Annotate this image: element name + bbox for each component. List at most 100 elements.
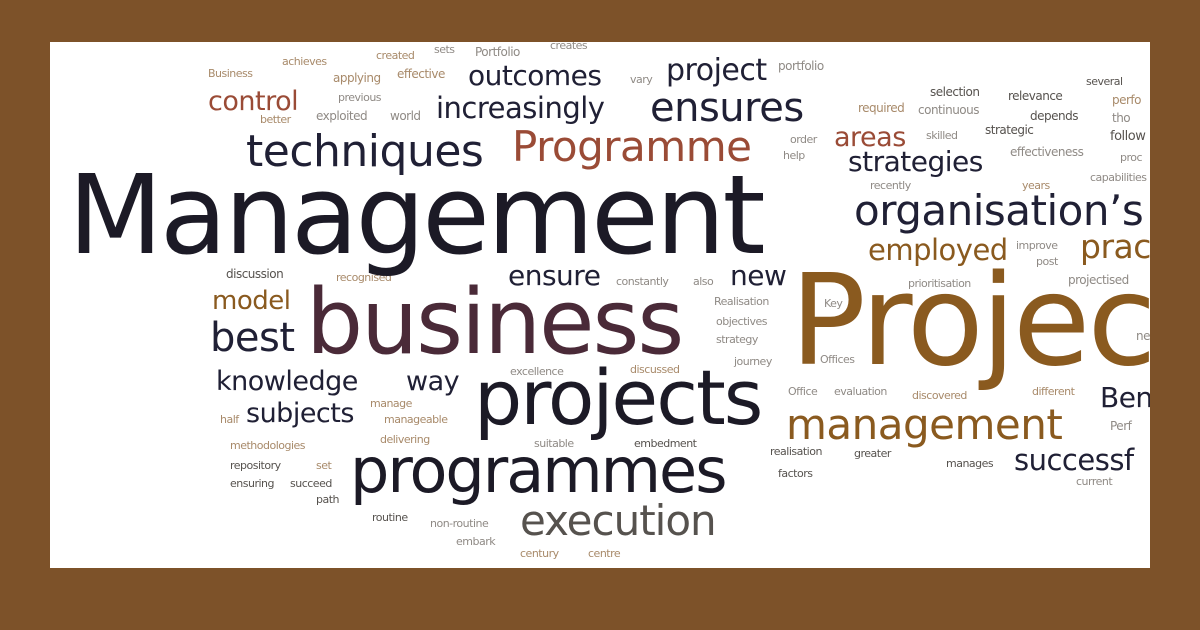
word-previous: previous [338, 91, 382, 104]
word-years: years [1022, 179, 1050, 192]
word-new: new [730, 259, 787, 292]
word-required: required [858, 101, 905, 115]
word-key: Key [824, 297, 843, 310]
word-centre: centre [588, 547, 621, 560]
word-projec: Projec [790, 247, 1150, 394]
word-manage: manage [370, 397, 412, 410]
word-succeed: succeed [290, 477, 332, 490]
word-model: model [212, 286, 291, 316]
word-perf: Perf [1110, 419, 1132, 433]
word-objectives: objectives [716, 315, 767, 328]
word-non-routine: non-routine [430, 517, 489, 530]
word-suitable: suitable [534, 437, 574, 450]
word-control: control [208, 86, 299, 117]
word-discovered: discovered [912, 389, 967, 402]
word-creates: creates [550, 42, 588, 52]
word-different: different [1032, 385, 1075, 398]
word-applying: applying [333, 71, 381, 85]
word-exploited: exploited [316, 109, 368, 123]
word-depends: depends [1030, 109, 1078, 123]
word-programmes: programmes [350, 434, 727, 507]
word-outcomes: outcomes [468, 59, 602, 92]
word-cloud: Business achieves created sets Portfolio… [50, 42, 1150, 568]
word-ensure: ensure [508, 259, 601, 292]
word-embedment: embedment [634, 437, 697, 450]
word-best: best [210, 315, 295, 361]
word-manageable: manageable [384, 413, 448, 426]
word-help: help [783, 149, 805, 162]
word-realisation-cap: Realisation [714, 295, 769, 308]
word-ne: ne [1136, 329, 1150, 343]
word-discussion: discussion [226, 267, 284, 281]
word-half: half [220, 413, 239, 426]
word-set: set [316, 459, 332, 472]
word-portfolio: portfolio [778, 59, 824, 73]
word-improve: improve [1016, 239, 1058, 252]
word-several: several [1086, 75, 1123, 88]
word-discussed: discussed [630, 363, 680, 376]
word-vary: vary [630, 73, 653, 86]
word-recently: recently [870, 179, 911, 192]
word-subjects: subjects [246, 398, 354, 429]
word-portfolio-cap: Portfolio [475, 45, 520, 59]
word-century: century [520, 547, 559, 560]
word-business-small: Business [208, 67, 253, 80]
word-effective: effective [397, 67, 445, 81]
word-programme: Programme [512, 122, 752, 171]
word-post: post [1036, 255, 1058, 268]
word-order: order [790, 133, 817, 146]
word-increasingly: increasingly [436, 91, 605, 125]
word-office: Office [788, 385, 818, 398]
word-proc: proc [1120, 151, 1143, 164]
word-knowledge: knowledge [216, 366, 358, 397]
word-routine: routine [372, 511, 408, 524]
word-execution: execution [520, 496, 717, 545]
word-embark: embark [456, 535, 496, 548]
word-current: current [1076, 475, 1113, 488]
word-excellence: excellence [510, 365, 564, 378]
word-strategies: strategies [848, 145, 983, 178]
word-tho: tho [1112, 111, 1131, 125]
word-business: business [306, 270, 684, 375]
word-projectised: projectised [1068, 273, 1129, 287]
word-delivering: delivering [380, 433, 430, 446]
word-repository: repository [230, 459, 281, 472]
word-way: way [406, 366, 460, 397]
word-recognised: recognised [336, 271, 392, 284]
word-management-large: Management [68, 151, 766, 279]
word-sets: sets [434, 43, 455, 56]
word-created: created [376, 49, 415, 62]
word-ben: Ben [1100, 381, 1150, 414]
word-ensures: ensures [650, 85, 804, 131]
word-greater: greater [854, 447, 891, 460]
word-manages: manages [946, 457, 994, 470]
word-projects: projects [474, 353, 763, 442]
word-techniques: techniques [246, 126, 484, 177]
word-path: path [316, 493, 340, 506]
word-prioritisation: prioritisation [908, 277, 971, 290]
word-selection: selection [930, 85, 980, 99]
word-relevance: relevance [1008, 89, 1063, 103]
word-offices: Offices [820, 353, 855, 366]
word-effectiveness: effectiveness [1010, 145, 1084, 159]
word-realisation: realisation [770, 445, 822, 458]
word-world: world [390, 109, 421, 123]
word-successf: successf [1014, 443, 1134, 477]
word-better: better [260, 113, 291, 126]
word-capabilities: capabilities [1090, 171, 1147, 184]
word-skilled: skilled [926, 129, 958, 142]
word-ensuring: ensuring [230, 477, 274, 490]
word-strategy: strategy [716, 333, 758, 346]
word-constantly: constantly [616, 275, 669, 288]
word-achieves: achieves [282, 55, 327, 68]
word-also: also [693, 275, 714, 288]
word-management-small: management [786, 400, 1063, 449]
word-strategic: strategic [985, 123, 1034, 137]
word-evaluation: evaluation [834, 385, 887, 398]
word-pract: pract [1080, 227, 1150, 266]
word-employed: employed [868, 233, 1008, 267]
word-continuous: continuous [918, 103, 980, 117]
word-project: project [666, 53, 767, 88]
word-follow: follow [1110, 129, 1146, 144]
